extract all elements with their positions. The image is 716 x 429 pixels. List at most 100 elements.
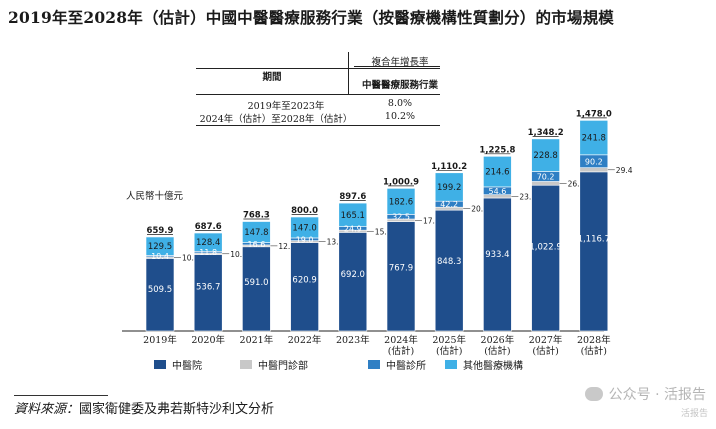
data-label: 1,022.9 [529, 242, 561, 252]
legend-label: 中醫門診部 [258, 361, 308, 372]
bar-segment [242, 246, 271, 332]
legend-swatch [154, 360, 166, 369]
total-label: 800.0 [291, 206, 318, 216]
x-tick-label: 2028年 [577, 334, 611, 346]
total-label: 897.6 [339, 192, 366, 202]
bar-segment [483, 156, 512, 188]
x-tick-label: 2027年 [529, 334, 563, 346]
wechat-icon [584, 387, 603, 401]
total-label: 768.3 [243, 211, 270, 221]
data-label: 214.6 [485, 168, 509, 178]
bar-segment [386, 188, 416, 215]
bar-segment [531, 184, 560, 332]
data-label: 10.7 [230, 250, 247, 259]
data-label: 128.4 [196, 238, 220, 248]
x-tick-label: (估計) [581, 345, 607, 357]
data-label: 12.9 [278, 242, 295, 251]
data-label: 933.4 [485, 250, 509, 260]
bar-segment [579, 120, 609, 156]
legend-swatch [445, 360, 457, 369]
data-label: 129.5 [148, 242, 172, 252]
data-label: 1,116.7 [578, 235, 610, 245]
source-note: 資料來源：國家衛健委及弗若斯特沙利文分析 [14, 398, 274, 417]
x-tick-label: 2020年 [191, 334, 225, 346]
data-label: 11.8 [199, 248, 217, 257]
bar-segment [338, 232, 368, 332]
data-label: 147.0 [292, 223, 316, 233]
data-label: 10.5 [182, 254, 199, 263]
data-label: 15.6 [375, 227, 392, 236]
legend-label: 其他醫療機構 [463, 361, 523, 372]
x-tick-label: 2022年 [288, 334, 322, 346]
watermark-small: 活报告 [680, 409, 708, 419]
watermark: 公众号 · 活报告 [584, 384, 706, 404]
legend-item: 中醫院 [154, 357, 202, 372]
bar-segment [434, 209, 464, 332]
bar-segment [145, 258, 175, 332]
bar-segment [531, 138, 560, 172]
rate-cell: 8.0% [387, 98, 413, 109]
bar-segment [531, 181, 560, 186]
data-label: 29.4 [616, 166, 633, 175]
table-divider [348, 52, 349, 94]
y-axis-label: 人民幣十億元 [126, 190, 184, 202]
source-rule [14, 395, 108, 396]
data-label: 19.0 [296, 235, 314, 244]
data-label: 241.8 [582, 134, 606, 144]
x-tick-label: 2021年 [240, 334, 274, 346]
bar-segment [483, 197, 512, 332]
data-label: 26.2 [568, 179, 585, 188]
x-tick-label: 2019年 [143, 334, 177, 346]
data-label: 20.5 [471, 205, 488, 214]
total-label: 1,110.2 [431, 162, 467, 172]
data-label: 509.5 [148, 285, 172, 295]
x-tick-label: (估計) [484, 345, 510, 357]
x-tick-label: (估計) [436, 345, 462, 357]
total-label: 1,000.9 [383, 177, 419, 187]
period-header: 期間 [262, 72, 282, 83]
total-label: 1,348.2 [528, 128, 564, 138]
legend-item: 中醫診所 [368, 357, 426, 372]
bar-segment [579, 167, 609, 173]
bar-segment [290, 242, 319, 332]
x-tick-label: 2023年 [336, 334, 370, 346]
period-cell: 2019年至2023年 [247, 101, 325, 112]
rate-cell: 10.2% [384, 111, 416, 122]
bar-segment [386, 221, 416, 332]
data-label: 24.9 [344, 224, 362, 233]
data-label: 591.0 [244, 278, 268, 288]
bar-segment [434, 172, 464, 202]
data-label: 767.9 [389, 264, 413, 274]
table-rule [354, 66, 440, 67]
data-label: 42.2 [440, 200, 458, 209]
data-label: 848.3 [437, 257, 461, 267]
table-rule [196, 94, 440, 95]
legend-label: 中醫診所 [386, 361, 426, 372]
legend-swatch [368, 360, 380, 369]
data-label: 199.2 [437, 183, 461, 193]
sector-header: 中醫醫療服務行業 [361, 80, 439, 91]
total-label: 1,225.8 [479, 145, 515, 155]
legend-item: 中醫門診部 [240, 357, 308, 372]
total-label: 1,478.0 [576, 109, 612, 119]
bar-segment [338, 202, 368, 227]
legend-label: 中醫院 [172, 361, 202, 372]
data-label: 620.9 [292, 276, 316, 286]
legend-swatch [240, 360, 252, 369]
legend-item: 其他醫療機構 [445, 357, 523, 372]
bar-segment [290, 216, 319, 239]
total-label: 687.6 [195, 222, 222, 232]
x-tick-label: 2024年 [384, 334, 418, 346]
table-rule [196, 68, 440, 69]
data-label: 16.6 [247, 240, 265, 249]
source-key: 資料來源： [14, 402, 80, 417]
data-label: 23.2 [519, 192, 536, 201]
data-label: 10.4 [151, 252, 169, 261]
data-label: 147.8 [244, 228, 268, 238]
total-label: 659.9 [147, 226, 174, 236]
data-label: 536.7 [196, 283, 220, 293]
source-text: 國家衛健委及弗若斯特沙利文分析 [79, 402, 275, 417]
watermark-text: 公众号 · 活报告 [608, 387, 706, 403]
data-label: 692.0 [341, 270, 365, 280]
